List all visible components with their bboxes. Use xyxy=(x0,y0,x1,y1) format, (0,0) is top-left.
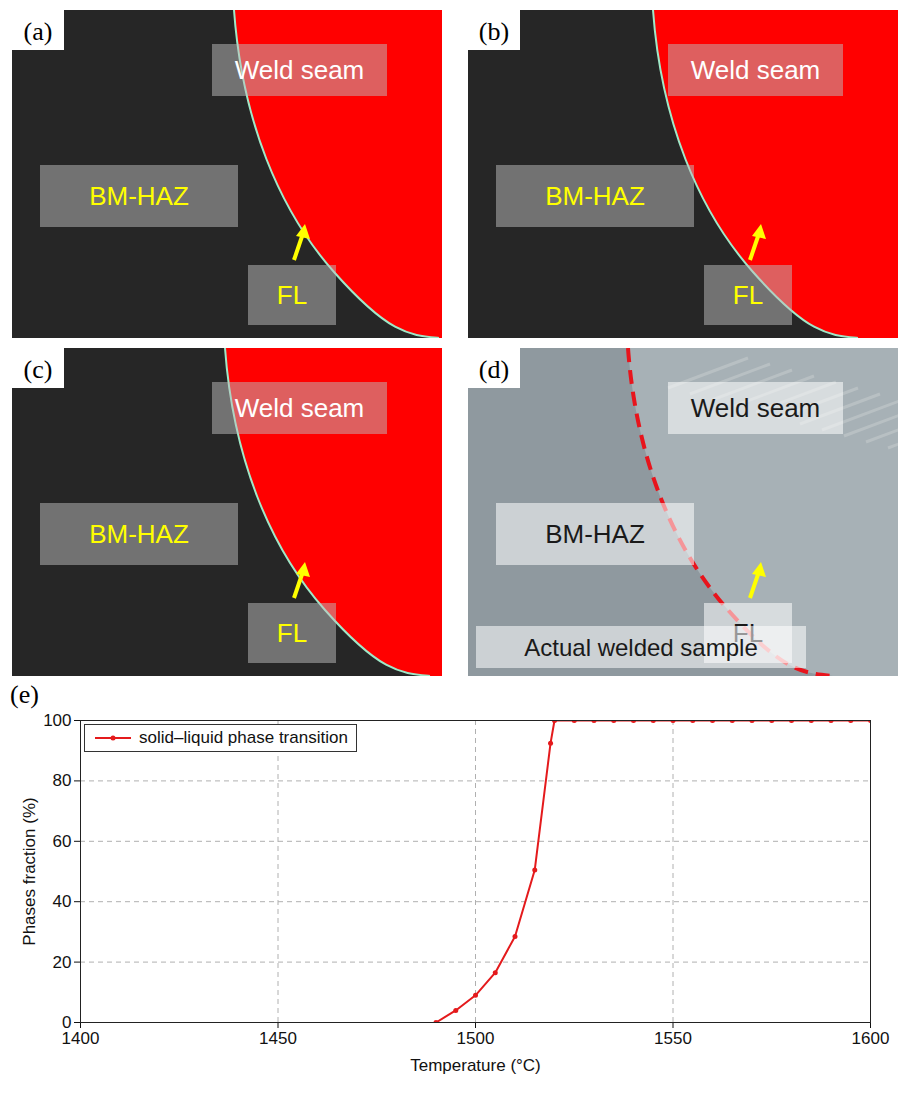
svg-text:100: 100 xyxy=(43,711,71,730)
svg-text:BM-HAZ: BM-HAZ xyxy=(89,519,189,549)
svg-text:1550: 1550 xyxy=(654,1029,692,1048)
html-text:(e): (e) xyxy=(10,680,39,709)
svg-text:BM-HAZ: BM-HAZ xyxy=(545,181,645,211)
html-text:solid–liquid phase transition: solid–liquid phase transition xyxy=(139,728,348,747)
svg-text:Actual welded sample: Actual welded sample xyxy=(524,634,757,661)
svg-text:60: 60 xyxy=(53,832,72,851)
svg-text:80: 80 xyxy=(53,771,72,790)
svg-text:Weld seam: Weld seam xyxy=(235,55,365,85)
svg-text:Phases fraction (%): Phases fraction (%) xyxy=(20,797,39,945)
svg-text:Weld seam: Weld seam xyxy=(235,393,365,423)
svg-text:1600: 1600 xyxy=(852,1029,890,1048)
svg-text:1450: 1450 xyxy=(259,1029,297,1048)
svg-text:Weld seam: Weld seam xyxy=(691,393,821,423)
svg-text:BM-HAZ: BM-HAZ xyxy=(545,519,645,549)
svg-text:(a): (a) xyxy=(24,17,53,46)
svg-text:0: 0 xyxy=(62,1012,72,1032)
svg-text:(b): (b) xyxy=(479,17,509,46)
svg-text:1400: 1400 xyxy=(62,1029,100,1048)
svg-text:FL: FL xyxy=(277,280,307,310)
svg-text:Temperature (°C): Temperature (°C) xyxy=(410,1056,541,1075)
svg-text:(d): (d) xyxy=(479,355,509,384)
svg-text:FL: FL xyxy=(277,618,307,648)
svg-text:FL: FL xyxy=(733,280,763,310)
svg-text:BM-HAZ: BM-HAZ xyxy=(89,181,189,211)
svg-text:(c): (c) xyxy=(24,355,53,384)
svg-text:1500: 1500 xyxy=(457,1029,495,1048)
svg-text:40: 40 xyxy=(53,892,72,911)
svg-text:Weld seam: Weld seam xyxy=(691,55,821,85)
svg-text:20: 20 xyxy=(53,953,72,972)
